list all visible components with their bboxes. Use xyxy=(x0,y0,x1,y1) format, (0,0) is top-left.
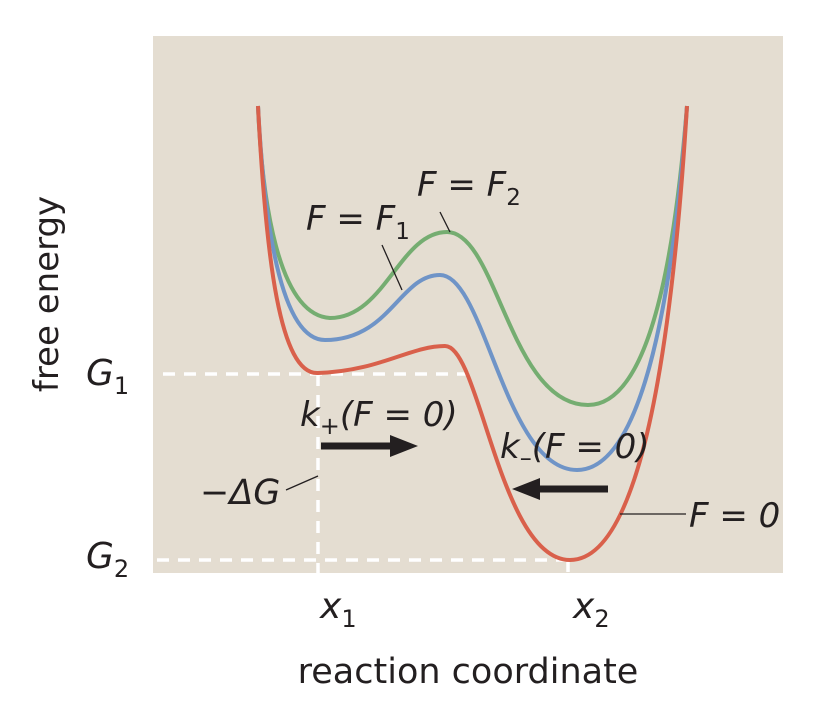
rate-arrows xyxy=(321,435,608,500)
curve-f-equals-0 xyxy=(256,105,689,563)
delta-g-leader-line xyxy=(285,475,319,491)
label-f-equals-f1: F = F1 xyxy=(306,199,410,245)
tick-x1: x1 xyxy=(319,586,357,633)
backward-arrow-head xyxy=(512,478,540,500)
x-axis-label: reaction coordinate xyxy=(298,652,639,692)
leader-lines xyxy=(285,211,686,515)
f1-leader-line xyxy=(381,244,403,291)
label-forward-rate: k+(F = 0) xyxy=(300,395,458,440)
tick-g1: G1 xyxy=(86,353,129,400)
forward-arrow-head xyxy=(390,435,418,457)
tick-x2: x2 xyxy=(572,586,610,633)
tick-g2: G2 xyxy=(86,536,129,583)
f2-leader-line xyxy=(439,211,451,233)
label-delta-g: −ΔG xyxy=(200,473,280,513)
label-backward-rate: k–(F = 0) xyxy=(500,427,650,472)
curve-f-equals-f2 xyxy=(256,105,689,408)
curve-f-equals-f1 xyxy=(256,105,689,473)
label-f-equals-f2: F = F2 xyxy=(417,165,521,211)
label-f-equals-0: F = 0 xyxy=(689,496,780,536)
y-axis-label: free energy xyxy=(27,196,67,392)
